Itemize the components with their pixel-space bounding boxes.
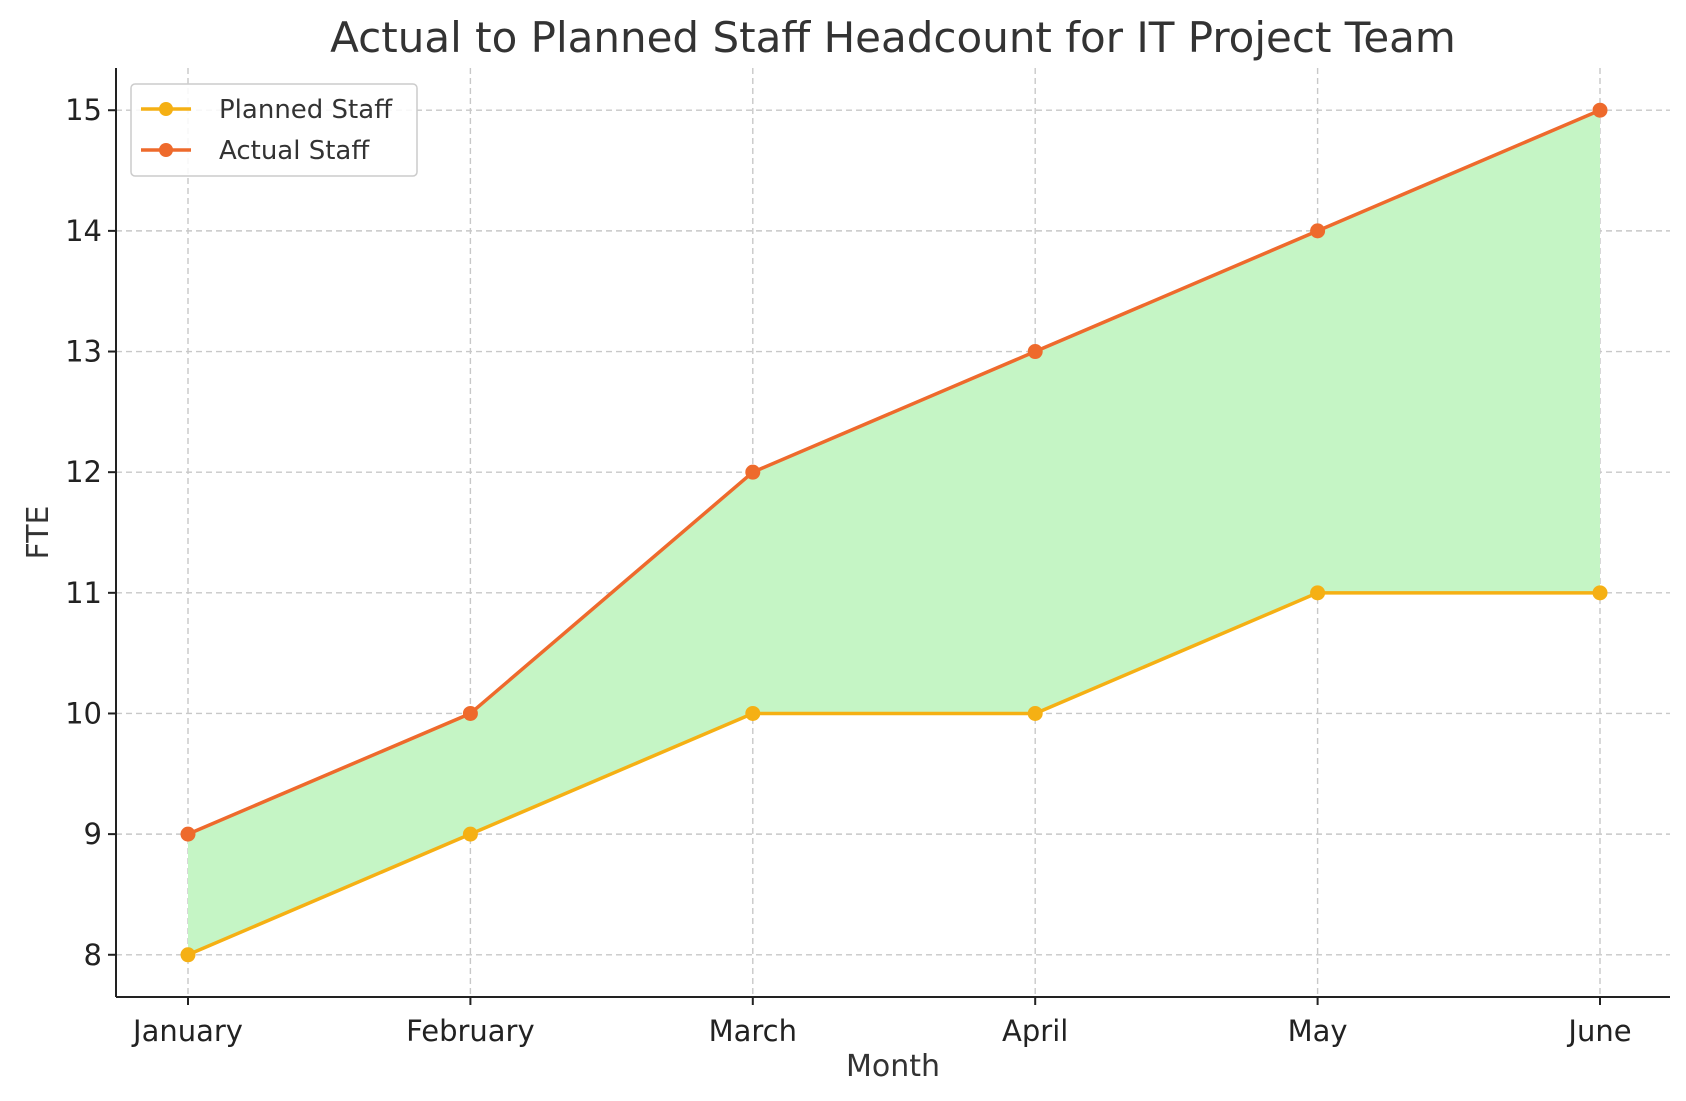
legend-marker-actual bbox=[159, 143, 173, 157]
legend-label-planned: Planned Staff bbox=[219, 95, 393, 125]
data-point-planned bbox=[1310, 585, 1326, 601]
tick-labels: 8 9 10 11 12 13 14 15 January February March April M… bbox=[65, 93, 1631, 1048]
legend: Planned Staff Actual Staff bbox=[130, 83, 418, 177]
y-tick-label: 15 bbox=[65, 93, 102, 127]
series-layer bbox=[180, 102, 1608, 963]
data-point-planned bbox=[462, 826, 478, 842]
y-tick-label: 13 bbox=[65, 335, 102, 369]
data-point-planned bbox=[1592, 585, 1608, 601]
series-line-planned bbox=[187, 591, 1600, 957]
data-point-actual bbox=[745, 464, 761, 480]
data-point-actual bbox=[1592, 102, 1608, 118]
fill-between-area bbox=[188, 110, 1600, 955]
y-tick-label: 8 bbox=[84, 938, 102, 972]
y-tick-label: 11 bbox=[65, 576, 102, 610]
y-tick-label: 9 bbox=[84, 817, 102, 851]
x-tick-label: March bbox=[709, 1014, 797, 1048]
y-axis-label: FTE bbox=[21, 505, 56, 559]
data-point-actual bbox=[462, 705, 478, 721]
data-point-actual bbox=[1027, 344, 1043, 360]
series-line-actual bbox=[187, 108, 1601, 836]
data-point-planned bbox=[180, 947, 196, 963]
legend-box bbox=[130, 83, 418, 177]
x-tick-label: February bbox=[406, 1014, 535, 1048]
legend-label-actual: Actual Staff bbox=[219, 136, 370, 166]
data-point-planned bbox=[745, 705, 761, 721]
x-tick-label: June bbox=[1566, 1014, 1631, 1048]
chart-title: Actual to Planned Staff Headcount for IT… bbox=[330, 13, 1456, 62]
data-point-actual bbox=[1310, 223, 1326, 239]
y-tick-label: 12 bbox=[65, 455, 102, 489]
x-tick-label: January bbox=[131, 1014, 243, 1048]
x-axis-label: Month bbox=[846, 1049, 940, 1084]
data-point-actual bbox=[180, 826, 196, 842]
y-tick-label: 14 bbox=[65, 214, 102, 248]
axes bbox=[115, 68, 1670, 998]
x-tick-label: May bbox=[1288, 1014, 1348, 1048]
y-tick-label: 10 bbox=[65, 696, 102, 730]
data-point-planned bbox=[1027, 705, 1043, 721]
legend-marker-planned bbox=[159, 102, 173, 116]
x-tick-label: April bbox=[1002, 1014, 1068, 1048]
